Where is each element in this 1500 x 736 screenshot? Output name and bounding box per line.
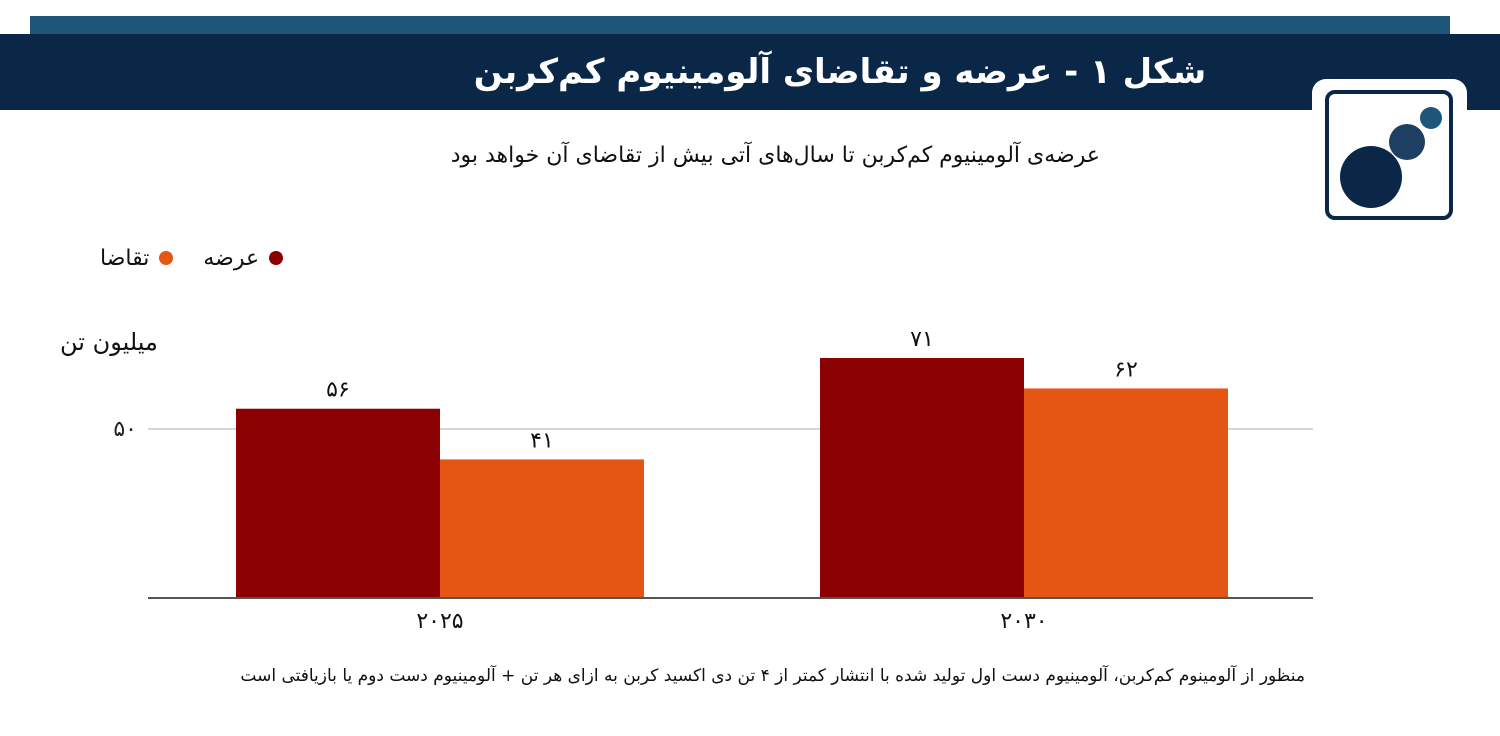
data-label: ۷۱	[910, 327, 934, 352]
title-bar	[0, 34, 1500, 110]
legend-label-demand: تقاضا	[100, 245, 150, 271]
bar-supply	[236, 408, 440, 598]
data-label: ۵۶	[326, 378, 350, 403]
x-tick-label: ۲۰۳۰	[1000, 609, 1047, 634]
circles-logo-icon	[1340, 107, 1442, 208]
legend-swatch-demand	[159, 251, 174, 265]
y-tick-label: ۵۰	[113, 417, 137, 442]
legend-item-supply: عرضه	[203, 245, 284, 271]
legend-swatch-supply	[269, 251, 284, 265]
chart-subtitle: عرضه‌ی آلومینیوم کم‌کربن تا سال‌های آتی …	[450, 143, 1100, 168]
chart-legend: عرضه تقاضا	[100, 240, 284, 276]
top-accent-strip	[30, 16, 1450, 34]
legend-label-supply: عرضه	[203, 245, 260, 271]
x-tick-label: ۲۰۲۵	[416, 609, 463, 634]
chart-footnote: منظور از آلومینوم کم‌کربن، آلومینیوم دست…	[240, 666, 1305, 686]
logo	[1325, 90, 1453, 220]
data-label: ۴۱	[530, 428, 554, 453]
legend-item-demand: تقاضا	[100, 245, 174, 271]
y-axis-label: میلیون تن	[60, 328, 158, 356]
bar-demand	[440, 459, 644, 598]
page-title: شکل ۱ - عرضه و تقاضای آلومینیوم کم‌کربن	[473, 52, 1207, 92]
bar-supply	[820, 358, 1024, 598]
bar-demand	[1024, 388, 1228, 598]
data-label: ۶۲	[1114, 357, 1138, 382]
